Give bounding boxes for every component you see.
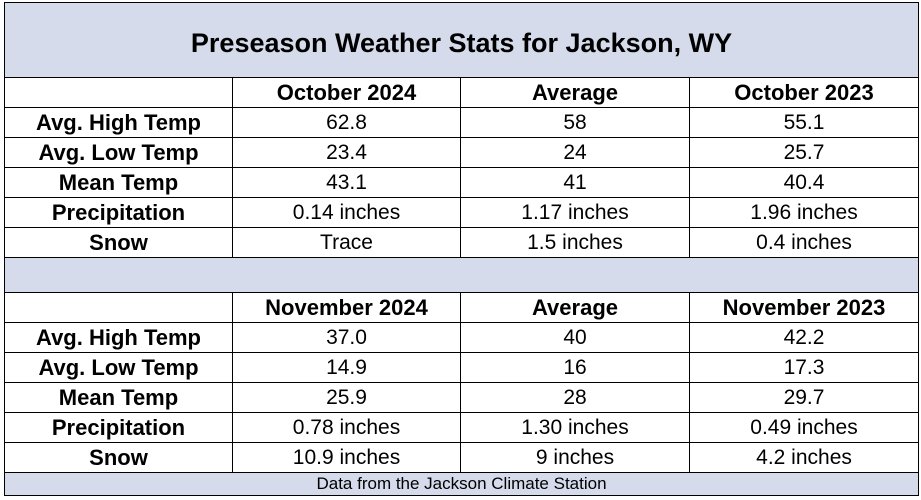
title-row: Preseason Weather Stats for Jackson, WY: [3, 2, 920, 78]
table-cell: 1.30 inches: [460, 412, 690, 443]
row-label: Avg. High Temp: [4, 322, 233, 353]
november-header-blank: [4, 292, 233, 323]
october-2023-header: October 2023: [688, 77, 920, 108]
table-cell: 41: [460, 167, 690, 198]
table-cell: Trace: [232, 227, 461, 258]
row-label: Snow: [4, 227, 233, 258]
november-header-row: November 2024 Average November 2023: [4, 292, 920, 323]
row-label: Mean Temp: [4, 167, 233, 198]
table-cell: 25.7: [688, 137, 920, 168]
table-cell: 0.4 inches: [688, 227, 920, 258]
table-cell: 0.14 inches: [232, 197, 461, 228]
table-cell: 37.0: [232, 322, 461, 353]
table-cell: 1.5 inches: [460, 227, 690, 258]
table-cell: 43.1: [232, 167, 461, 198]
table-cell: 42.2: [688, 322, 920, 353]
source-note: Data from the Jackson Climate Station: [3, 472, 920, 496]
table-cell: 10.9 inches: [232, 442, 461, 473]
row-label: Precipitation: [4, 197, 233, 228]
table-row: Avg. High Temp 37.0 40 42.2: [4, 322, 920, 353]
november-2023-header: November 2023: [688, 292, 920, 323]
table-cell: 28: [460, 382, 690, 413]
table-cell: 1.17 inches: [460, 197, 690, 228]
row-label: Snow: [4, 442, 233, 473]
table-cell: 40.4: [688, 167, 920, 198]
table-cell: 1.96 inches: [688, 197, 920, 228]
table-row: Mean Temp 25.9 28 29.7: [4, 382, 920, 413]
table-cell: 4.2 inches: [688, 442, 920, 473]
row-label: Avg. High Temp: [4, 107, 233, 138]
table-row: Mean Temp 43.1 41 40.4: [4, 167, 920, 198]
november-2024-header: November 2024: [232, 292, 461, 323]
table-cell: 24: [460, 137, 690, 168]
row-label: Mean Temp: [4, 382, 233, 413]
november-average-header: Average: [460, 292, 690, 323]
table-row: Precipitation 0.14 inches 1.17 inches 1.…: [4, 197, 920, 228]
table-row: Snow 10.9 inches 9 inches 4.2 inches: [4, 442, 920, 473]
table-cell: 29.7: [688, 382, 920, 413]
table-row: Avg. High Temp 62.8 58 55.1: [4, 107, 920, 138]
footer-row: Data from the Jackson Climate Station: [3, 472, 920, 496]
table-cell: 25.9: [232, 382, 461, 413]
table-cell: 16: [460, 352, 690, 383]
table-cell: 14.9: [232, 352, 461, 383]
table-cell: 9 inches: [460, 442, 690, 473]
row-label: Precipitation: [4, 412, 233, 443]
row-label: Avg. Low Temp: [4, 352, 233, 383]
row-label: Avg. Low Temp: [4, 137, 233, 168]
table-cell: 0.78 inches: [232, 412, 461, 443]
october-header-row: October 2024 Average October 2023: [4, 77, 920, 108]
table-row: Precipitation 0.78 inches 1.30 inches 0.…: [4, 412, 920, 443]
table-row: Snow Trace 1.5 inches 0.4 inches: [4, 227, 920, 258]
table-cell: 40: [460, 322, 690, 353]
weather-stats-table: Preseason Weather Stats for Jackson, WY …: [3, 2, 920, 496]
table-cell: 55.1: [688, 107, 920, 138]
table-row: Avg. Low Temp 23.4 24 25.7: [4, 137, 920, 168]
table-row: Avg. Low Temp 14.9 16 17.3: [4, 352, 920, 383]
october-average-header: Average: [460, 77, 690, 108]
table-cell: 17.3: [688, 352, 920, 383]
table-cell: 62.8: [232, 107, 461, 138]
october-2024-header: October 2024: [232, 77, 461, 108]
table-cell: 23.4: [232, 137, 461, 168]
table-cell: 58: [460, 107, 690, 138]
section-divider-row: [3, 257, 920, 293]
table-cell: 0.49 inches: [688, 412, 920, 443]
section-divider: [3, 257, 920, 293]
october-header-blank: [4, 77, 233, 108]
table-title: Preseason Weather Stats for Jackson, WY: [3, 2, 920, 78]
